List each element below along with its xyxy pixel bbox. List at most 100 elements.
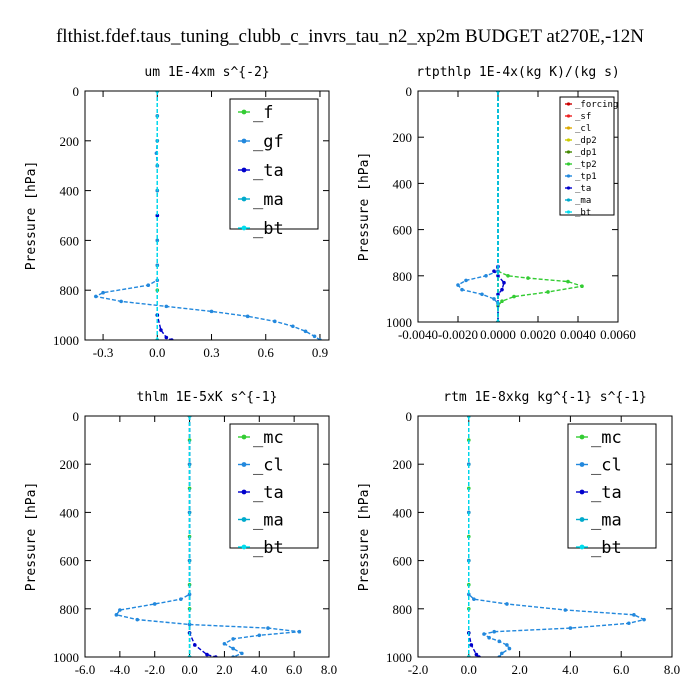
legend-entry-label: _cl <box>253 456 284 476</box>
data-point <box>492 297 496 301</box>
data-point <box>291 324 295 329</box>
y-tick-label: 1000 <box>53 650 79 665</box>
legend-marker <box>566 102 571 106</box>
x-tick-label: -0.0040 <box>398 327 438 342</box>
data-point <box>135 617 140 622</box>
data-point <box>460 287 464 292</box>
data-point <box>272 319 277 324</box>
legend-box <box>229 423 319 549</box>
y-axis-label: Pressure [hPa] <box>24 161 39 271</box>
legend-entry-label: _tp1 <box>575 172 597 182</box>
y-tick-label: 400 <box>60 505 80 520</box>
data-point <box>506 274 510 278</box>
legend-marker <box>566 198 571 202</box>
data-point <box>480 292 484 297</box>
data-point <box>500 287 504 292</box>
data-point <box>297 629 302 634</box>
x-tick-label: 4.0 <box>562 662 578 677</box>
data-point <box>512 294 516 299</box>
panel-title: rtpthlp 1E-4x(kg K)/(kg s) <box>416 65 620 80</box>
data-point <box>312 334 317 339</box>
legend-entry-label: _ma <box>591 511 622 531</box>
data-point <box>118 608 122 612</box>
series-line <box>456 91 499 322</box>
legend-entry-label: _mc <box>253 428 284 448</box>
x-tick-label: -0.0020 <box>438 327 478 342</box>
legend-marker <box>579 544 585 550</box>
x-tick-label: -4.0 <box>110 662 131 677</box>
plot-frame <box>417 90 619 323</box>
y-tick-label: 800 <box>60 602 80 617</box>
legend-entry-label: _dp1 <box>575 148 597 158</box>
y-tick-label: 1000 <box>53 333 79 348</box>
y-tick-label: 600 <box>60 233 80 248</box>
legend-entry-label: _cl <box>591 456 622 476</box>
panel-title: rtm 1E-8xkg kg^{-1} s^{-1} <box>443 390 647 405</box>
data-point <box>526 276 530 280</box>
data-point <box>456 283 460 287</box>
x-tick-label: 0.0 <box>181 662 197 677</box>
legend-entry-label: _forcing <box>575 100 618 110</box>
series-line <box>493 91 505 322</box>
legend-entry-label: _cl <box>575 124 591 134</box>
series-line <box>156 91 173 340</box>
panel-title: um 1E-4xm s^{-2} <box>144 65 269 80</box>
data-point <box>231 646 235 651</box>
panel-2: rtpthlp 1E-4x(kg K)/(kg s) Pressure [hPa]… <box>357 65 636 342</box>
data-point <box>492 629 497 634</box>
y-tick-label: 400 <box>393 505 413 520</box>
data-point <box>222 641 227 646</box>
y-tick-label: 200 <box>60 457 80 472</box>
legend-entry-label: _ma <box>253 190 284 210</box>
y-tick-label: 800 <box>393 602 413 617</box>
data-point <box>464 278 468 283</box>
data-point <box>474 652 479 657</box>
x-tick-label: -2.0 <box>408 662 429 677</box>
x-tick-label: -6.0 <box>75 662 96 677</box>
data-point <box>482 632 486 636</box>
y-tick-label: 600 <box>393 223 413 238</box>
y-tick-label: 1000 <box>386 315 412 330</box>
legend-marker <box>579 489 585 495</box>
y-axis-label: Pressure [hPa] <box>24 482 39 592</box>
y-tick-label: 400 <box>60 184 80 199</box>
data-point <box>146 283 151 288</box>
data-point <box>627 621 631 626</box>
x-tick-label: 0.0 <box>461 662 477 677</box>
data-point <box>505 643 509 647</box>
legend-marker <box>566 186 571 190</box>
legend-marker <box>566 174 571 178</box>
data-point <box>492 269 496 273</box>
y-axis-label: Pressure [hPa] <box>357 152 372 262</box>
data-point <box>119 299 123 304</box>
legend: _forcing _sf _cl _dp2 _dp1 _tp2 _tp1 _ta _ma _bt <box>559 96 618 218</box>
data-point <box>500 299 504 304</box>
data-point <box>159 328 163 332</box>
data-point <box>155 238 160 243</box>
data-point <box>193 643 197 647</box>
data-point <box>155 213 160 218</box>
y-tick-label: 200 <box>60 134 80 149</box>
legend-entry-label: _ta <box>253 161 284 181</box>
y-tick-label: 0 <box>73 409 80 424</box>
legend-marker <box>566 114 571 118</box>
legend-entry-label: _bt <box>591 538 622 558</box>
data-point <box>487 635 491 640</box>
plot-frame <box>84 90 330 341</box>
series-group <box>456 91 584 322</box>
legend-marker <box>566 138 571 142</box>
data-point <box>303 329 308 334</box>
data-point <box>469 643 474 647</box>
x-tick-label: 8.0 <box>321 662 337 677</box>
legend-marker <box>241 196 247 202</box>
legend-entry-label: _ta <box>575 184 591 194</box>
legend-marker <box>566 210 571 214</box>
series-group <box>467 416 647 657</box>
panel-title: thlm 1E-5xK s^{-1} <box>137 390 278 405</box>
data-point <box>245 314 250 319</box>
y-tick-label: 1000 <box>386 650 412 665</box>
data-point <box>231 637 235 641</box>
y-tick-label: 600 <box>60 554 80 569</box>
x-tick-label: 8.0 <box>664 662 680 677</box>
panels: um 1E-4xm s^{-2} Pressure [hPa] 0 200 400 600… <box>24 65 680 677</box>
